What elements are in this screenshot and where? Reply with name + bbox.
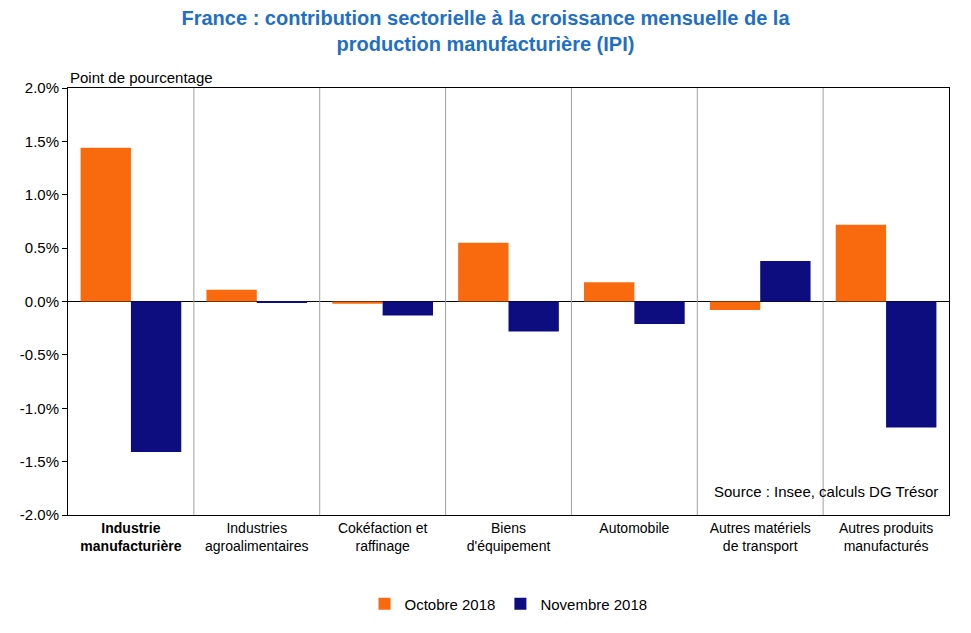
svg-text:0.5%: 0.5%	[25, 239, 59, 256]
svg-text:-0.5%: -0.5%	[20, 346, 59, 363]
svg-text:-1.0%: -1.0%	[20, 400, 59, 417]
svg-text:0.0%: 0.0%	[25, 293, 59, 310]
svg-text:1.0%: 1.0%	[25, 186, 59, 203]
svg-text:Novembre 2018: Novembre 2018	[540, 596, 647, 613]
svg-text:Source : Insee, calculs DG Tré: Source : Insee, calculs DG Trésor	[714, 483, 938, 500]
svg-text:2.0%: 2.0%	[25, 79, 59, 96]
svg-text:Autres produitsmanufacturés: Autres produitsmanufacturés	[839, 520, 933, 554]
svg-text:Automobile: Automobile	[599, 520, 669, 536]
svg-text:Cokéfaction etraffinage: Cokéfaction etraffinage	[338, 520, 428, 554]
svg-text:Biensd'équipement: Biensd'équipement	[467, 520, 551, 554]
svg-text:Industriemanufacturière: Industriemanufacturière	[80, 520, 181, 554]
svg-text:Autres matérielsde transport: Autres matérielsde transport	[710, 520, 811, 554]
svg-text:-1.5%: -1.5%	[20, 453, 59, 470]
svg-text:1.5%: 1.5%	[25, 133, 59, 150]
svg-text:Point de pourcentage: Point de pourcentage	[70, 69, 213, 86]
svg-text:Industriesagroalimentaires: Industriesagroalimentaires	[205, 520, 309, 554]
svg-text:Octobre 2018: Octobre 2018	[405, 596, 496, 613]
svg-text:-2.0%: -2.0%	[20, 506, 59, 523]
svg-text:France : contribution sectorie: France : contribution sectorielle à la c…	[182, 7, 791, 55]
